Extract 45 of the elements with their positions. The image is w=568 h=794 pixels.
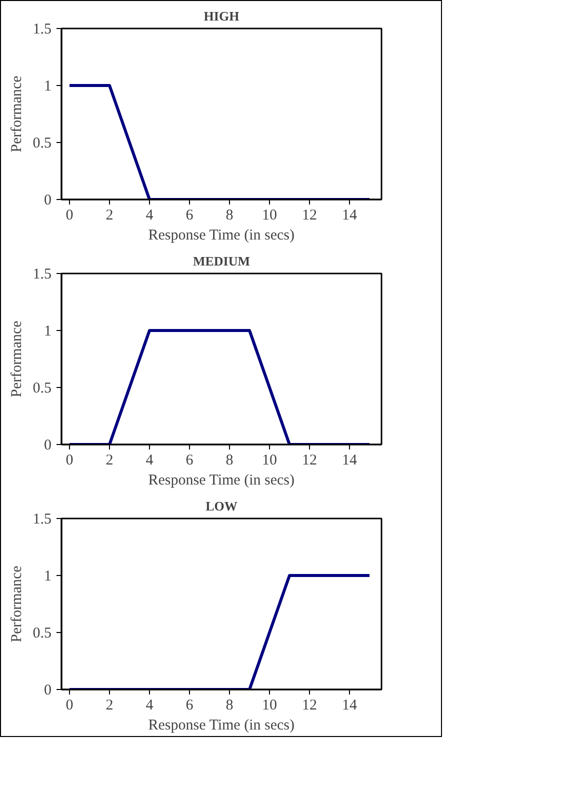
y-tick-label: 1.5 <box>32 266 52 282</box>
y-tick-label: 1 <box>44 568 52 584</box>
x-tick-label: 4 <box>146 208 154 224</box>
y-tick-label: 0.5 <box>32 380 52 396</box>
y-tick-label: 1.5 <box>32 512 52 528</box>
x-tick-label: 10 <box>262 452 277 468</box>
x-tick-label: 8 <box>226 698 234 714</box>
y-tick-label: 0 <box>44 438 52 454</box>
x-tick-label: 4 <box>146 452 154 468</box>
x-tick-label: 8 <box>226 208 234 224</box>
y-axis-title: Performance <box>8 320 25 398</box>
x-tick-label: 10 <box>262 208 277 224</box>
x-axis-title: Response Time (in secs) <box>148 718 294 734</box>
x-axis-title: Response Time (in secs) <box>148 228 294 244</box>
chart-title: HIGH <box>204 8 240 24</box>
y-tick-label: 1 <box>44 78 52 94</box>
x-tick-label: 2 <box>106 698 114 714</box>
y-axis-title: Performance <box>8 565 25 642</box>
y-tick-label: 1.5 <box>32 22 52 38</box>
x-tick-label: 10 <box>262 698 277 714</box>
y-tick-label: 0.5 <box>32 136 52 152</box>
x-tick-label: 14 <box>342 208 358 224</box>
y-axis-title: Performance <box>8 75 25 152</box>
x-tick-label: 6 <box>186 208 194 224</box>
x-tick-label: 2 <box>106 208 114 224</box>
x-tick-label: 2 <box>106 452 114 468</box>
y-tick-label: 1 <box>44 324 52 340</box>
x-tick-label: 12 <box>302 698 317 714</box>
x-tick-label: 4 <box>146 698 154 714</box>
x-axis-title: Response Time (in secs) <box>148 472 294 488</box>
x-tick-label: 0 <box>66 698 74 714</box>
y-tick-label: 0 <box>44 682 52 698</box>
x-tick-label: 14 <box>342 452 358 468</box>
x-tick-label: 8 <box>226 452 234 468</box>
x-tick-label: 0 <box>66 452 74 468</box>
x-tick-label: 12 <box>302 452 317 468</box>
x-tick-label: 6 <box>186 452 194 468</box>
x-tick-label: 14 <box>342 698 358 714</box>
chart-title: LOW <box>206 498 238 514</box>
chart-title: MEDIUM <box>192 254 250 268</box>
x-tick-label: 0 <box>66 208 74 224</box>
y-tick-label: 0 <box>44 192 52 208</box>
x-tick-label: 12 <box>302 208 317 224</box>
x-tick-label: 6 <box>186 698 194 714</box>
y-tick-label: 0.5 <box>32 626 52 642</box>
